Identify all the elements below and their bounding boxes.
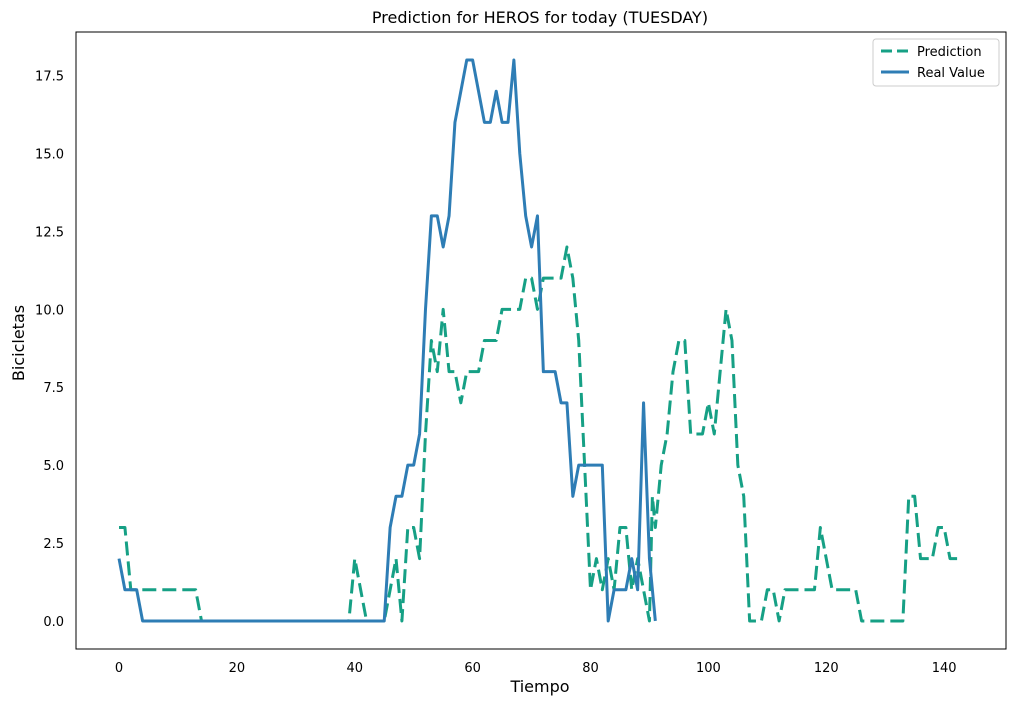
y-tick-label: 0.0 <box>43 615 64 630</box>
x-tick-label: 80 <box>582 661 599 676</box>
y-axis-title: Bicicletas <box>9 305 28 381</box>
x-tick-label: 40 <box>346 661 363 676</box>
x-tick-label: 120 <box>814 661 839 676</box>
y-tick-label: 12.5 <box>35 225 64 240</box>
legend: Prediction Real Value <box>872 38 1000 87</box>
x-tick-label: 20 <box>229 661 246 676</box>
chart-title: Prediction for HEROS for today (TUESDAY) <box>372 8 708 27</box>
x-tick-label: 0 <box>115 661 123 676</box>
x-tick-label: 100 <box>696 661 721 676</box>
x-tick-label: 140 <box>932 661 957 676</box>
x-axis: 0 20 40 60 80 100 120 140 <box>115 661 957 676</box>
y-tick-label: 5.0 <box>43 459 64 474</box>
legend-label: Prediction <box>917 45 982 60</box>
y-tick-label: 7.5 <box>43 381 64 396</box>
y-tick-label: 2.5 <box>43 537 64 552</box>
legend-label: Real Value <box>917 66 985 81</box>
series-line-real-value <box>117 58 657 623</box>
y-tick-label: 15.0 <box>35 148 64 163</box>
y-tick-label: 10.0 <box>35 303 64 318</box>
y-tick-label: 17.5 <box>35 70 64 85</box>
x-axis-title: Tiempo <box>509 677 569 696</box>
plot-area <box>75 31 1007 650</box>
y-axis: 0.0 2.5 5.0 7.5 10.0 12.5 15.0 17.5 <box>35 70 64 630</box>
x-tick-label: 60 <box>464 661 481 676</box>
